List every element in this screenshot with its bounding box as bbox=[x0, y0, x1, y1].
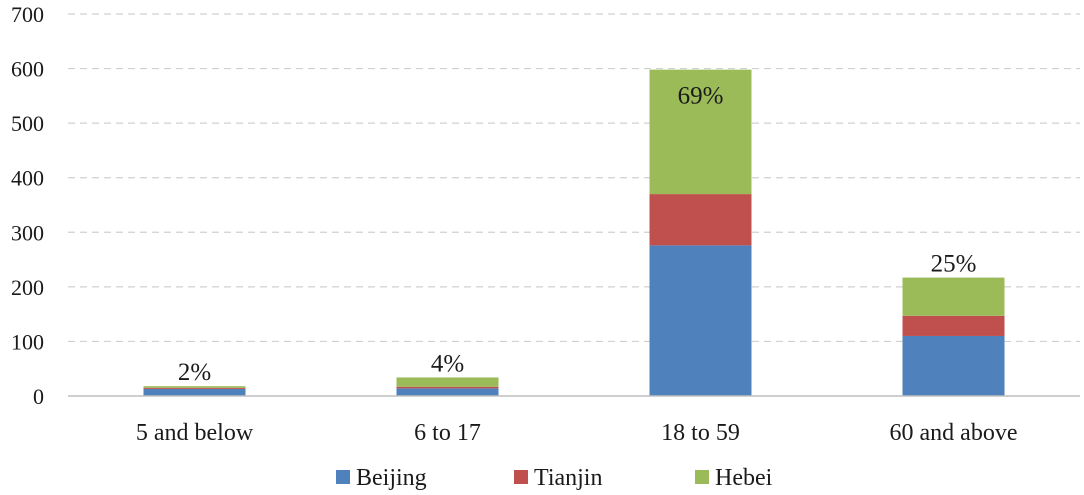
y-tick-label: 200 bbox=[11, 275, 44, 300]
bar-beijing-3 bbox=[902, 335, 1005, 396]
bar-tianjin-3 bbox=[902, 315, 1005, 336]
bars bbox=[143, 69, 1005, 396]
y-axis-ticks: 0 100 200 300 400 500 600 700 bbox=[11, 2, 44, 409]
bar-beijing-0 bbox=[143, 388, 246, 396]
legend-label-beijing: Beijing bbox=[356, 465, 427, 491]
data-labels: 2% 4% 69% 25% bbox=[178, 83, 977, 387]
legend-label-tianjin: Tianjin bbox=[534, 465, 602, 491]
data-label: 4% bbox=[431, 350, 464, 377]
bar-hebei-2 bbox=[649, 69, 752, 195]
x-category-label: 18 to 59 bbox=[661, 420, 740, 446]
bar-beijing-2 bbox=[649, 245, 752, 396]
bar-hebei-1 bbox=[396, 377, 499, 387]
y-tick-label: 300 bbox=[11, 220, 44, 245]
bar-hebei-3 bbox=[902, 277, 1005, 316]
y-tick-label: 400 bbox=[11, 166, 44, 191]
data-label: 69% bbox=[678, 83, 724, 110]
legend-swatch-beijing bbox=[336, 470, 350, 484]
bar-tianjin-0 bbox=[143, 387, 246, 389]
x-category-label: 60 and above bbox=[890, 420, 1018, 446]
y-tick-label: 600 bbox=[11, 57, 44, 82]
data-label: 25% bbox=[931, 251, 977, 278]
y-tick-label: 100 bbox=[11, 329, 44, 354]
legend: Beijing Tianjin Hebei bbox=[336, 465, 773, 491]
x-category-label: 6 to 17 bbox=[414, 420, 481, 446]
legend-swatch-hebei bbox=[695, 470, 709, 484]
y-tick-label: 700 bbox=[11, 2, 44, 27]
legend-label-hebei: Hebei bbox=[715, 465, 773, 491]
legend-swatch-tianjin bbox=[514, 470, 528, 484]
data-label: 2% bbox=[178, 359, 211, 386]
y-tick-label: 0 bbox=[33, 384, 44, 409]
x-axis-categories: 5 and below 6 to 17 18 to 59 60 and above bbox=[136, 420, 1018, 446]
bar-beijing-1 bbox=[396, 388, 499, 396]
bar-tianjin-1 bbox=[396, 386, 499, 389]
y-tick-label: 500 bbox=[11, 111, 44, 136]
bar-tianjin-2 bbox=[649, 194, 752, 246]
x-category-label: 5 and below bbox=[136, 420, 254, 446]
bar-hebei-0 bbox=[143, 386, 246, 388]
gridlines bbox=[68, 13, 1080, 343]
